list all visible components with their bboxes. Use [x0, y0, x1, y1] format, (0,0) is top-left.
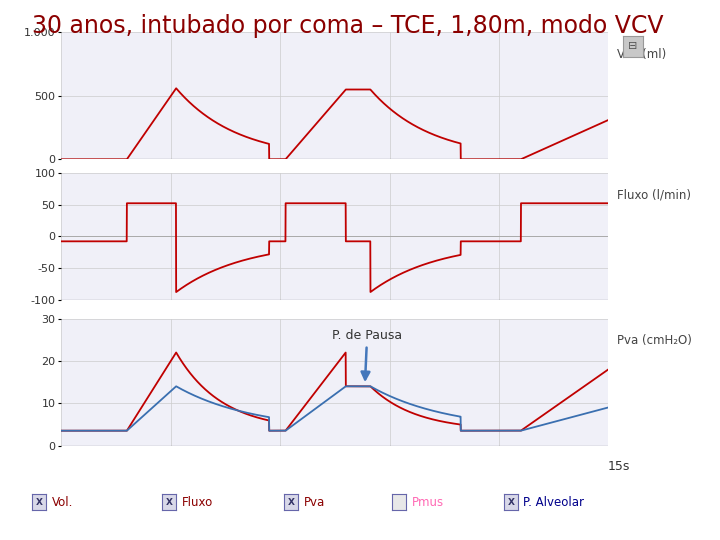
Text: X: X — [36, 498, 42, 507]
Text: X: X — [508, 498, 514, 507]
Text: Pva (cmH₂O): Pva (cmH₂O) — [616, 334, 691, 347]
Text: ⊟: ⊟ — [628, 42, 638, 51]
Text: P. de Pausa: P. de Pausa — [332, 329, 402, 380]
Text: Pmus: Pmus — [412, 496, 444, 509]
Text: P. Alveolar: P. Alveolar — [523, 496, 585, 509]
Text: Fluxo (l/min): Fluxo (l/min) — [616, 188, 690, 201]
Text: Pva: Pva — [304, 496, 325, 509]
Text: X: X — [166, 498, 172, 507]
Text: Fluxo: Fluxo — [181, 496, 212, 509]
Text: Vol. (ml): Vol. (ml) — [616, 48, 666, 60]
Text: X: X — [288, 498, 294, 507]
Text: 15s: 15s — [608, 460, 630, 473]
Text: 30 anos, intubado por coma – TCE, 1,80m, modo VCV: 30 anos, intubado por coma – TCE, 1,80m,… — [32, 14, 664, 37]
Text: Vol.: Vol. — [52, 496, 73, 509]
